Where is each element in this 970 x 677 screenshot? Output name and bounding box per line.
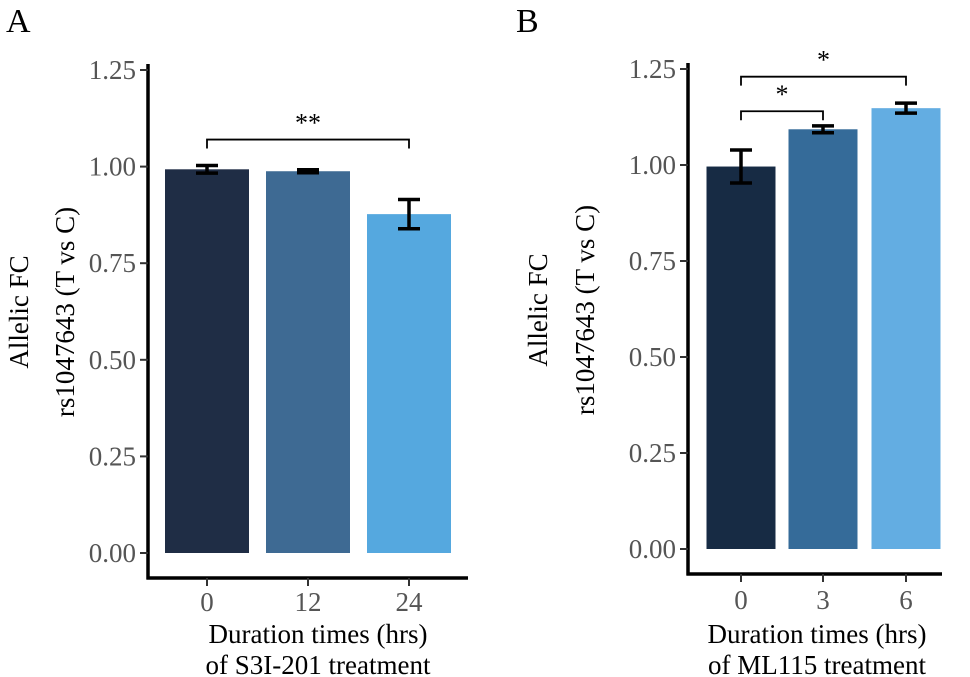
y-axis-title-line: Allelic FC <box>523 253 553 366</box>
x-tick-label: 12 <box>295 587 322 617</box>
y-tick-label: 0.25 <box>629 438 676 468</box>
significance-bracket: * <box>740 80 824 121</box>
error-bar-0 <box>196 163 218 175</box>
y-tick-label: 1.25 <box>629 54 676 84</box>
bar-0 <box>706 166 776 549</box>
chart-panel-b: B 0.00 0.25 0.50 0.75 1.00 1.25 0 3 6 Duration tim… <box>516 3 942 677</box>
y-tick-label: 0.00 <box>629 534 676 564</box>
x-tick-label: 0 <box>734 585 748 615</box>
y-tick-label: 0.25 <box>89 441 136 471</box>
significance-line <box>740 110 824 121</box>
x-tick-label: 3 <box>816 585 830 615</box>
x-axis-title-line: Duration times (hrs) <box>209 619 428 649</box>
bar-3 <box>788 129 858 549</box>
significance-label: * <box>817 46 830 75</box>
y-tick-label: 0.50 <box>629 342 676 372</box>
y-tick-label: 0.75 <box>629 246 676 276</box>
bar-24 <box>367 214 451 553</box>
y-tick-label: 1.00 <box>629 150 676 180</box>
bar-12 <box>266 171 350 553</box>
x-axis-title-line: Duration times (hrs) <box>708 619 927 649</box>
x-tick-label: 24 <box>396 587 424 617</box>
x-axis-title-line: of ML115 treatment <box>708 650 926 677</box>
y-axis-title-line: rs1047643 (T vs C) <box>570 205 600 415</box>
significance-bracket: * <box>740 46 907 86</box>
error-bar-12 <box>297 167 319 175</box>
y-axis-title-line: Allelic FC <box>4 255 34 368</box>
error-bar-3 <box>812 124 834 135</box>
significance-line <box>206 138 410 149</box>
bar-6 <box>871 108 941 549</box>
panel-letter: A <box>6 3 31 40</box>
y-tick-label: 0.75 <box>89 248 136 278</box>
x-tick-label: 0 <box>200 587 214 617</box>
significance-bracket: ** <box>206 109 410 149</box>
x-axis-title-line: of S3I-201 treatment <box>206 650 431 677</box>
significance-line <box>740 75 907 86</box>
error-bar-0 <box>730 148 752 185</box>
y-tick-label: 1.25 <box>89 55 136 85</box>
significance-label: ** <box>295 109 321 138</box>
y-axis-title-line: rs1047643 (T vs C) <box>50 207 80 417</box>
y-tick-label: 0.00 <box>89 538 136 568</box>
error-bar-24 <box>398 197 420 231</box>
significance-label: * <box>776 80 789 109</box>
y-tick-label: 0.50 <box>89 345 136 375</box>
error-bar-6 <box>895 101 917 115</box>
x-tick-label: 6 <box>899 585 913 615</box>
panel-letter: B <box>516 3 539 40</box>
y-tick-label: 1.00 <box>89 152 136 182</box>
bar-0 <box>165 169 249 553</box>
